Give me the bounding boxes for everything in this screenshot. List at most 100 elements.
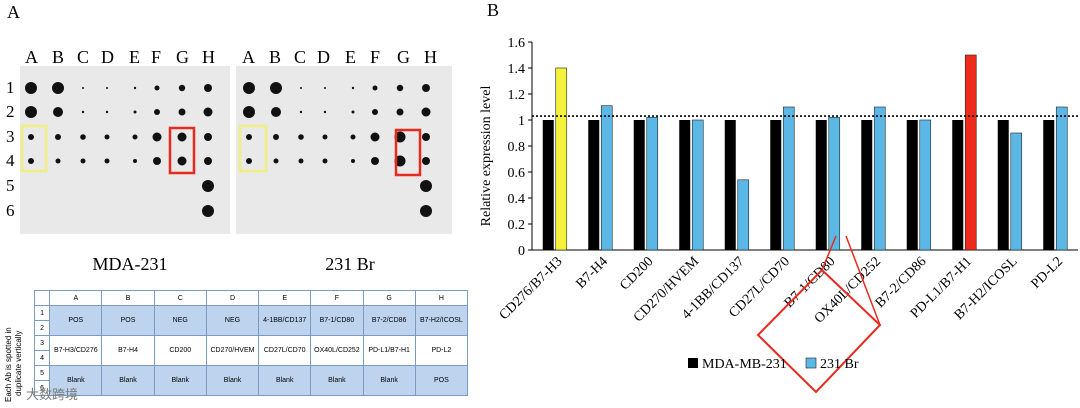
blot-column-label: F bbox=[370, 47, 381, 67]
blot-spot bbox=[298, 158, 304, 164]
table-row-number: 6 bbox=[33, 380, 51, 396]
table-corner bbox=[33, 290, 51, 306]
legend-label-231-br: 231 Br bbox=[820, 357, 859, 372]
callout-line bbox=[821, 235, 837, 271]
x-tick-label: CD200 bbox=[617, 254, 656, 293]
blot-spot bbox=[104, 134, 110, 140]
blot-spot bbox=[421, 107, 431, 117]
blot-spot bbox=[202, 180, 214, 192]
x-tick-label: CD276/B7-H3 bbox=[497, 254, 566, 323]
blot-spot bbox=[323, 110, 327, 114]
blot-spot bbox=[154, 85, 160, 91]
blot-spot bbox=[273, 158, 279, 164]
blot-spot bbox=[322, 134, 328, 140]
table-cell: Blank bbox=[153, 365, 207, 396]
blot-image-231br bbox=[236, 66, 452, 234]
blot-row-label: 5 bbox=[6, 176, 15, 195]
blot-spot bbox=[396, 108, 404, 116]
blot-row-label: 6 bbox=[6, 201, 15, 220]
table-row-number: 4 bbox=[33, 350, 51, 366]
y-tick-label: 0.2 bbox=[508, 218, 526, 233]
blot-column-label: G bbox=[176, 47, 189, 67]
blot-spot bbox=[204, 157, 212, 165]
blot-spot bbox=[177, 132, 187, 142]
blot-spot bbox=[422, 157, 430, 165]
legend-label-mda-mb-231: MDA-MB-231 bbox=[702, 357, 787, 372]
bar-mda-mb-231 bbox=[542, 120, 554, 250]
blot-spot bbox=[351, 159, 355, 163]
blot-spot bbox=[203, 107, 213, 117]
table-column-header: A bbox=[49, 290, 103, 306]
bar-mda-mb-231 bbox=[770, 120, 782, 250]
highlight-box-pdl1 bbox=[394, 128, 422, 177]
table-cell: CD270/HVEM bbox=[205, 335, 260, 366]
y-tick-label: 0.8 bbox=[508, 140, 526, 155]
table-cell: Blank bbox=[205, 365, 260, 396]
x-tick-label: B7-H4 bbox=[574, 254, 612, 292]
blot-spot bbox=[243, 82, 255, 94]
table-cell: Blank bbox=[310, 365, 364, 396]
table-cell: CD200 bbox=[153, 335, 207, 366]
table-cell: B7-H3/CD276 bbox=[49, 335, 103, 366]
bar-231-br bbox=[964, 54, 977, 251]
antibody-layout-table: A B C D E F G H 1 POS POS NEG NEG 4-1BB/CD137 B7-1/CD8… bbox=[33, 290, 469, 396]
blot-spot bbox=[132, 134, 138, 140]
table-column-header: D bbox=[205, 290, 260, 306]
table-column-header: E bbox=[258, 290, 312, 306]
blot-column-label: E bbox=[129, 47, 140, 67]
table-row-number: 3 bbox=[33, 335, 51, 351]
blot-column-label: H bbox=[202, 47, 215, 67]
y-tick-label: 0.4 bbox=[508, 192, 526, 207]
watermark: 大数跨境 bbox=[26, 388, 79, 403]
bar-mda-mb-231 bbox=[997, 120, 1009, 250]
bar-231-br bbox=[737, 179, 750, 251]
blot-row-label: 1 bbox=[6, 78, 15, 97]
blot-spot bbox=[396, 84, 404, 92]
blot-spot bbox=[351, 110, 355, 114]
table-cell: B7-1/CD80 bbox=[310, 305, 364, 336]
blot-spot bbox=[177, 156, 187, 166]
blot-spot bbox=[81, 110, 85, 114]
blot-spot bbox=[133, 110, 137, 114]
table-cell: NEG bbox=[153, 305, 207, 336]
bar-231-br bbox=[828, 117, 841, 251]
y-tick-label: 0 bbox=[518, 244, 525, 259]
table-cell: PD-L1/B7-H1 bbox=[362, 335, 416, 366]
blot-spot bbox=[299, 110, 303, 114]
table-column-header: C bbox=[153, 290, 207, 306]
blot-column-label: F bbox=[151, 47, 162, 67]
bar-mda-mb-231 bbox=[1043, 120, 1055, 250]
blot-spot bbox=[178, 84, 186, 92]
blot-spot bbox=[243, 106, 255, 118]
blot-column-label: H bbox=[424, 47, 437, 67]
blot-column-label: D bbox=[101, 47, 114, 67]
blot-spot bbox=[82, 87, 84, 89]
blot-column-label: C bbox=[294, 47, 307, 67]
bar-mda-mb-231 bbox=[906, 120, 918, 250]
table-column-header: F bbox=[310, 290, 364, 306]
blot-caption-mda231: MDA-231 bbox=[92, 254, 168, 274]
blot-spot bbox=[106, 87, 108, 89]
table-column-header: B bbox=[101, 290, 155, 306]
blot-row-label: 2 bbox=[6, 102, 15, 121]
blot-spot bbox=[133, 159, 137, 163]
highlight-box-pdl1 bbox=[168, 126, 196, 175]
blot-spot bbox=[322, 158, 328, 164]
bar-mda-mb-231 bbox=[861, 120, 873, 250]
y-tick-label: 1 bbox=[518, 114, 525, 129]
y-tick-label: 1.2 bbox=[508, 88, 526, 103]
blot-row-label: 3 bbox=[6, 127, 15, 146]
blot-spot bbox=[273, 134, 279, 140]
legend-swatch-231-br bbox=[805, 357, 817, 369]
blot-spot bbox=[25, 106, 37, 118]
bar-231-br bbox=[691, 119, 704, 251]
blot-spot bbox=[351, 86, 355, 90]
blot-spot bbox=[422, 84, 430, 92]
blot-spot bbox=[55, 158, 61, 164]
x-tick-label: PD-L2 bbox=[1029, 254, 1067, 292]
table-cell: POS bbox=[101, 305, 155, 336]
table-cell: B7-H4 bbox=[101, 335, 155, 366]
blot-spot bbox=[298, 134, 304, 140]
blot-spot bbox=[28, 158, 34, 164]
blot-spot bbox=[300, 87, 302, 89]
